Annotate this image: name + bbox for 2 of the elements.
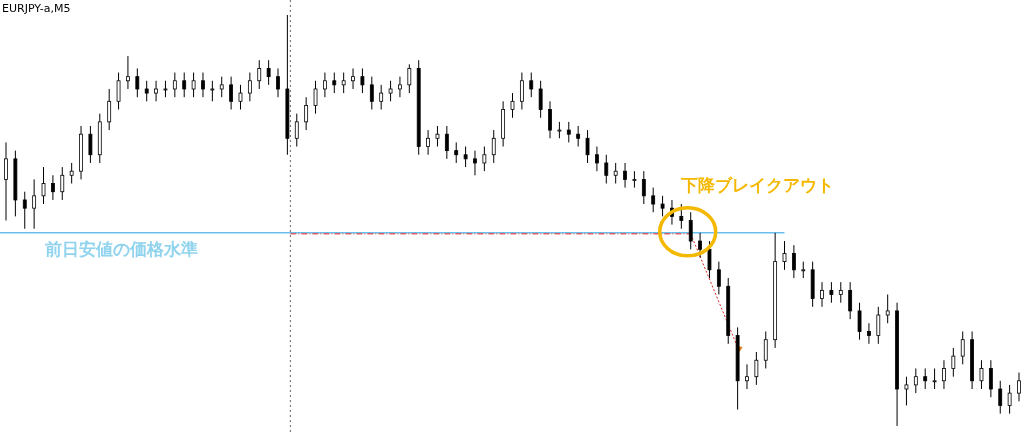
annotation: 下降ブレイクアウト [681, 175, 834, 195]
title: EURJPY-a,M5 [2, 2, 71, 15]
